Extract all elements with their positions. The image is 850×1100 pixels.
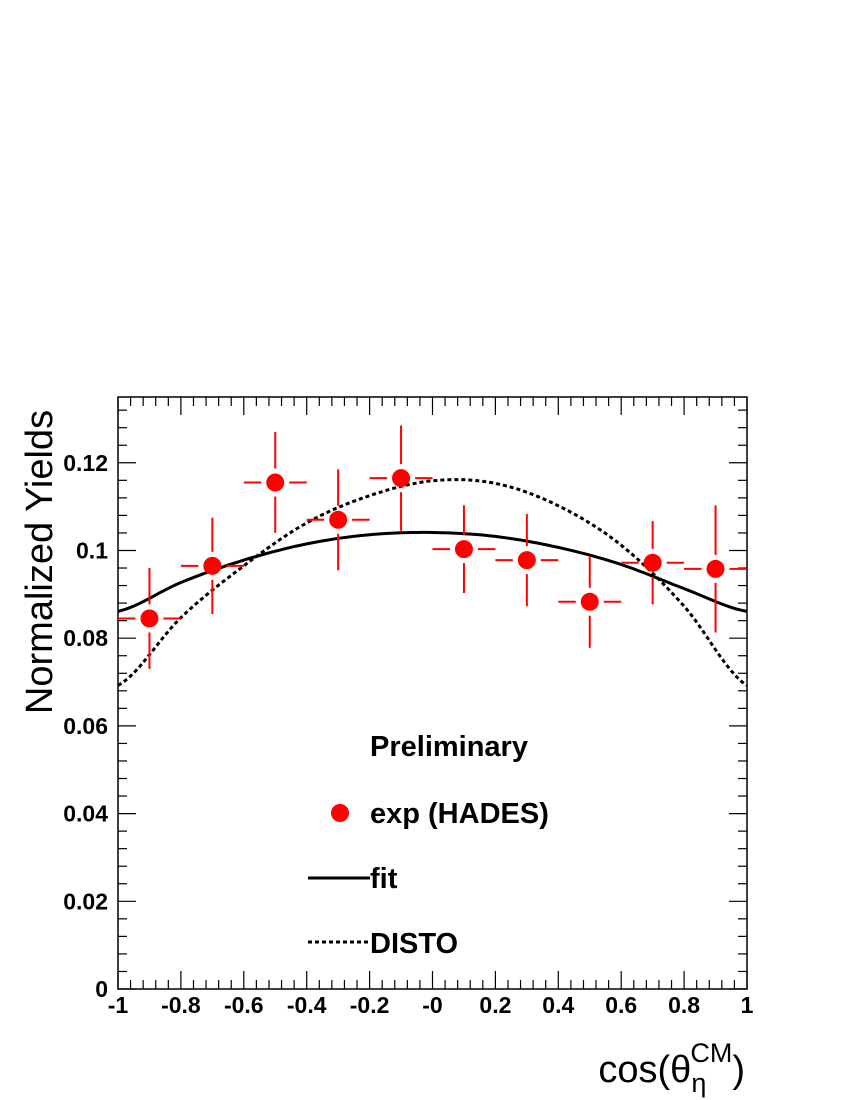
data-point (432, 505, 496, 594)
data-point (306, 469, 370, 571)
data-point-marker (203, 556, 222, 575)
x-axis-label-subscript: η (691, 1068, 706, 1098)
axes (117, 396, 748, 990)
curve-fit (117, 530, 748, 613)
y-axis-label: Normalized Yields (19, 410, 61, 714)
curves (117, 478, 748, 687)
x-tick-label: -1 (108, 992, 129, 1018)
legend: exp (HADES) fit DISTO (308, 798, 549, 960)
data-point-marker (266, 473, 285, 492)
data-point (118, 568, 181, 669)
y-tick-label: 0.06 (63, 713, 108, 739)
x-axis-label-suffix: ) (732, 1049, 745, 1091)
data-points (118, 425, 747, 669)
data-point (369, 425, 433, 531)
x-tick-label: 0.4 (542, 992, 574, 1018)
x-tick-label: 1 (741, 992, 754, 1018)
x-tick-labels: -1 -0.8 -0.6 -0.4 -0.2 -0 0.2 0.4 0.6 0.8 1 (108, 992, 754, 1018)
legend-label-disto: DISTO (370, 928, 458, 960)
data-point (495, 514, 559, 607)
data-point (243, 432, 307, 533)
data-point-marker (517, 551, 536, 570)
x-tick-label: -0.6 (224, 992, 264, 1018)
legend-marker-exp (331, 804, 349, 822)
y-tick-label: 0.04 (63, 801, 108, 827)
preliminary-annotation: Preliminary (370, 731, 528, 763)
x-axis-label-superscript: CM (690, 1038, 732, 1068)
data-point (558, 555, 622, 648)
y-tick-label: 0.08 (63, 625, 108, 651)
curve-disto (117, 478, 748, 687)
y-tick-label: 0.1 (76, 537, 108, 563)
y-tick-labels: 0 0.02 0.04 0.06 0.08 0.1 0.12 (63, 450, 108, 1002)
x-tick-label: -0.4 (287, 992, 327, 1018)
legend-label-exp: exp (HADES) (370, 798, 549, 830)
x-tick-label: -0.2 (350, 992, 390, 1018)
data-point-marker (454, 540, 473, 559)
plot-frame (117, 396, 748, 990)
data-point-marker (580, 592, 599, 611)
x-tick-label: -0.8 (161, 992, 201, 1018)
x-tick-label: 0.2 (479, 992, 511, 1018)
data-point-marker (329, 510, 348, 529)
data-point-marker (643, 553, 662, 572)
data-point (621, 521, 685, 605)
x-axis-label-prefix: cos(θ (598, 1049, 691, 1091)
x-tick-label: 0.8 (668, 992, 700, 1018)
y-tick-label: 0.02 (63, 888, 108, 914)
data-point (684, 505, 747, 633)
legend-label-fit: fit (370, 863, 398, 895)
x-tick-label: -0 (422, 992, 442, 1018)
data-point-marker (140, 609, 159, 628)
x-tick-label: 0.6 (605, 992, 637, 1018)
y-tick-label: 0.12 (63, 450, 108, 476)
x-axis-label: cos(θηCM) (598, 1038, 745, 1098)
data-point-marker (706, 559, 725, 578)
y-tick-label: 0 (95, 976, 108, 1002)
data-point-marker (392, 469, 411, 488)
data-point (180, 517, 244, 615)
